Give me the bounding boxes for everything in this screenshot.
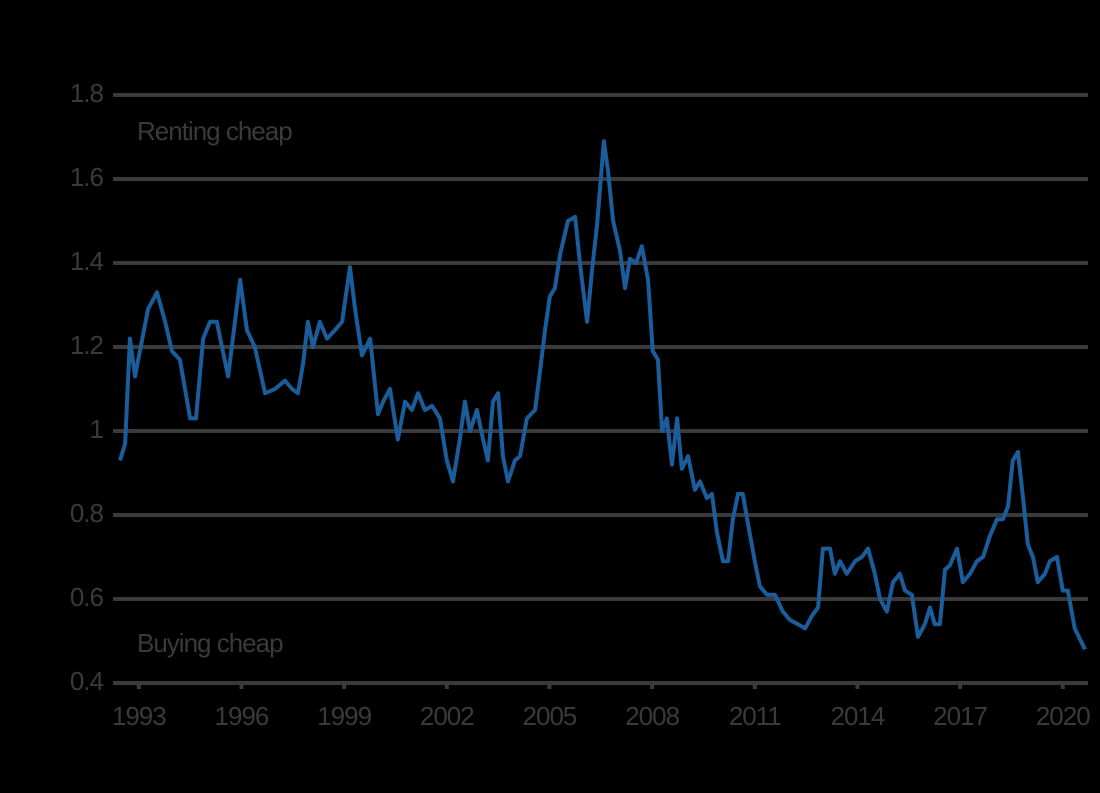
annotation: Renting cheap xyxy=(137,116,292,146)
x-tick-label: 1993 xyxy=(112,701,166,731)
y-tick-label: 1.6 xyxy=(70,162,104,192)
x-tick-label: 2020 xyxy=(1036,701,1090,731)
x-tick-label: 2014 xyxy=(831,701,885,731)
x-tick-label: 2008 xyxy=(625,701,679,731)
data-line xyxy=(118,139,1087,651)
x-tick-label: 2017 xyxy=(933,701,987,731)
y-tick-label: 1.4 xyxy=(70,246,104,276)
x-tick-label: 2002 xyxy=(420,701,474,731)
x-tick-label: 1996 xyxy=(215,701,269,731)
y-tick-label: 0.6 xyxy=(70,582,104,612)
annotation: Buying cheap xyxy=(137,628,283,658)
x-tick-label: 1999 xyxy=(317,701,371,731)
y-tick-label: 0.4 xyxy=(70,666,104,696)
y-tick-label: 1.8 xyxy=(70,78,104,108)
x-tick-label: 2005 xyxy=(523,701,577,731)
x-tick-label: 2011 xyxy=(729,701,781,731)
y-tick-label: 0.8 xyxy=(70,498,104,528)
y-tick-label: 1.2 xyxy=(70,330,104,360)
y-tick-label: 1 xyxy=(90,414,104,444)
